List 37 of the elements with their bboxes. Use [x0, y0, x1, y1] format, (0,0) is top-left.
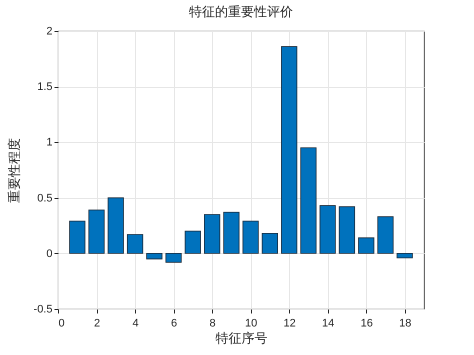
bar	[184, 230, 201, 254]
x-tick-label: 0	[58, 318, 65, 330]
bar	[396, 253, 413, 258]
x-tick-label: 16	[360, 318, 373, 330]
x-tick-label: 10	[245, 318, 258, 330]
y-tick-label: 0	[46, 248, 52, 260]
bar	[204, 214, 220, 254]
bar	[69, 220, 86, 254]
x-tick-label: 4	[132, 318, 139, 330]
bar	[377, 216, 394, 254]
y-tick-label: 2	[46, 26, 52, 38]
bar	[338, 206, 356, 254]
bar	[108, 197, 124, 254]
bar	[165, 253, 182, 263]
bar	[300, 147, 317, 254]
bar	[126, 234, 144, 254]
bar	[223, 212, 240, 254]
y-tick-label: 1.5	[37, 81, 52, 94]
y-tick-label: -0.5	[34, 304, 52, 316]
bar	[88, 210, 105, 254]
y-axis-title: 重要性程度	[6, 138, 22, 203]
x-tick-label: 8	[210, 318, 216, 330]
bar	[320, 205, 336, 254]
x-axis-title: 特征序号	[216, 330, 268, 346]
x-tick-label: 2	[94, 318, 100, 330]
y-tick-label: 0.5	[37, 192, 52, 204]
y-tick-label: 1	[46, 136, 52, 149]
bar	[358, 237, 374, 254]
x-tick-label: 6	[171, 318, 178, 330]
bar	[281, 46, 298, 254]
bar	[146, 253, 162, 260]
chart-title: 特征的重要性评价	[189, 4, 293, 19]
x-tick-label: 14	[322, 318, 334, 330]
bar	[262, 232, 278, 254]
x-tick-label: 12	[284, 318, 296, 330]
bar	[242, 220, 259, 254]
x-tick-label: 18	[399, 318, 412, 330]
